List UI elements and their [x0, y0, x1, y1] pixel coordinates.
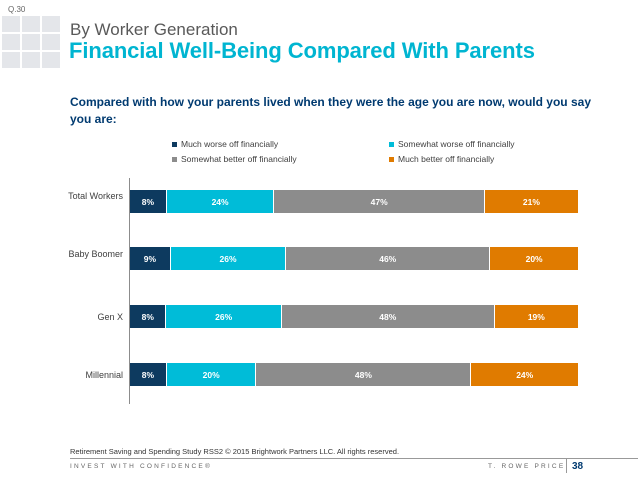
bar-segment-somewhat-better: 48%	[255, 363, 471, 386]
bar-segment-much-worse: 8%	[130, 305, 166, 328]
bar-segment-much-worse: 9%	[130, 247, 170, 270]
slide-subtitle: By Worker Generation	[70, 20, 238, 39]
bar-gen-x: 8% 26% 48% 19%	[130, 305, 578, 328]
bar-segment-much-better: 24%	[470, 363, 578, 386]
footer-tagline: INVEST WITH CONFIDENCE®	[70, 463, 212, 470]
question-number: Q.30	[8, 5, 26, 14]
bar-segment-much-worse: 8%	[130, 190, 166, 213]
legend-swatch	[172, 156, 177, 162]
legend-swatch	[389, 141, 394, 147]
legend-label: Somewhat worse off financially	[398, 139, 515, 149]
bar-segment-somewhat-worse: 20%	[165, 363, 256, 386]
bar-total-workers: 8% 24% 47% 21%	[130, 190, 578, 213]
category-label-gen-x: Gen X	[97, 312, 123, 322]
bar-segment-much-better: 19%	[493, 305, 578, 328]
footer-brand: T. ROWE PRICE	[488, 463, 566, 470]
bar-segment-somewhat-worse: 24%	[165, 190, 274, 213]
y-axis-line	[129, 178, 130, 404]
source-note: Retirement Saving and Spending Study RSS…	[70, 447, 400, 456]
footer-divider	[70, 458, 638, 459]
legend-item-much-better: Much better off financially	[389, 154, 494, 164]
category-label-millennial: Millennial	[85, 370, 123, 380]
bar-millennial: 8% 20% 48% 24%	[130, 363, 578, 386]
legend-item-much-worse: Much worse off financially	[172, 139, 278, 149]
legend-label: Much worse off financially	[181, 139, 279, 149]
bar-segment-much-better: 21%	[483, 190, 578, 213]
bar-segment-somewhat-better: 48%	[280, 305, 494, 328]
bar-segment-much-worse: 8%	[130, 363, 166, 386]
bar-segment-somewhat-better: 47%	[273, 190, 484, 213]
bar-segment-somewhat-worse: 26%	[169, 247, 286, 270]
survey-question: Compared with how your parents lived whe…	[70, 95, 591, 126]
legend-item-somewhat-worse: Somewhat worse off financially	[389, 139, 515, 149]
legend-item-somewhat-better: Somewhat better off financially	[172, 154, 297, 164]
legend-label: Much better off financially	[398, 154, 495, 164]
bar-segment-much-better: 20%	[489, 247, 578, 270]
bar-baby-boomer: 9% 26% 46% 20%	[130, 247, 578, 270]
page-number: 38	[572, 461, 584, 472]
legend-label: Somewhat better off financially	[181, 154, 297, 164]
category-label-total-workers: Total Workers	[68, 191, 123, 201]
grid-logo-icon	[2, 16, 60, 68]
slide-title: Financial Well-Being Compared With Paren…	[69, 38, 535, 63]
page-number-divider	[566, 459, 567, 473]
legend-swatch	[389, 156, 394, 162]
bar-segment-somewhat-better: 46%	[285, 247, 490, 270]
bar-segment-somewhat-worse: 26%	[165, 305, 281, 328]
category-label-baby-boomer: Baby Boomer	[68, 249, 123, 259]
legend-swatch	[172, 141, 177, 147]
